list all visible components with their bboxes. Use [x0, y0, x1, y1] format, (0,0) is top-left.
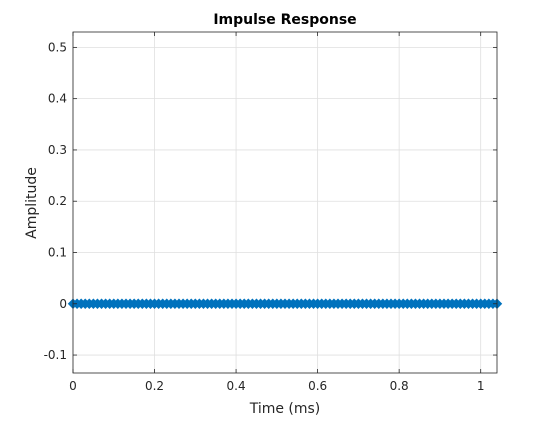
- y-tick-label: 0.5: [48, 40, 67, 54]
- axes-box: [72, 31, 498, 374]
- y-tick-label: 0.1: [48, 245, 67, 259]
- y-tick-label: 0: [59, 297, 67, 311]
- x-tick-label: 0.8: [390, 379, 409, 393]
- x-tick-label: 0.2: [145, 379, 164, 393]
- grid: [72, 32, 497, 373]
- y-tick-label: 0.4: [48, 92, 67, 106]
- x-ticks: 0 0.2 0.4 0.6 0.8 1: [69, 32, 485, 393]
- y-tick-label: -0.1: [44, 348, 67, 362]
- x-tick-label: 0.4: [227, 379, 246, 393]
- stem-series: [67, 298, 503, 310]
- y-tick-label: 0.2: [48, 194, 67, 208]
- x-tick-label: 0.6: [308, 379, 327, 393]
- y-ticks: -0.1 0 0.1 0.2 0.3 0.4 0.5: [44, 40, 497, 362]
- plot-area: [73, 32, 497, 373]
- y-tick-label: 0.3: [48, 143, 67, 157]
- x-tick-label: 1: [477, 379, 485, 393]
- chart-title: Impulse Response: [213, 12, 356, 28]
- y-axis-label: Amplitude: [24, 167, 40, 239]
- x-tick-label: 0: [69, 379, 77, 393]
- x-axis-label: Time (ms): [249, 401, 321, 417]
